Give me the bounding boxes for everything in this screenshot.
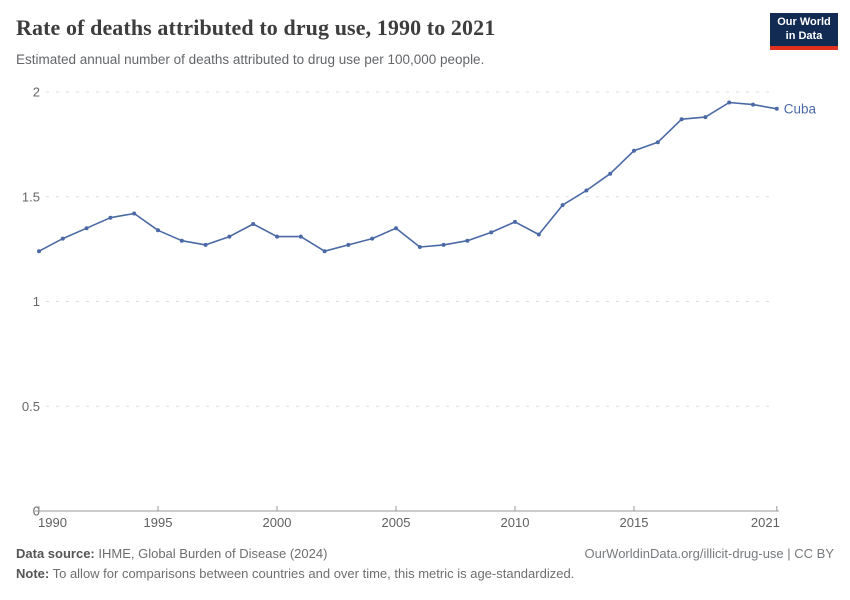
data-point[interactable] [441,242,446,247]
data-point[interactable] [84,226,89,231]
series-label-cuba[interactable]: Cuba [784,101,817,116]
data-point[interactable] [465,238,470,243]
data-point[interactable] [60,236,65,241]
data-point[interactable] [679,117,684,122]
owid-logo-line1: Our World [777,15,831,28]
x-tick-label: 2005 [382,515,411,530]
data-point[interactable] [275,234,279,239]
x-tick-label: 2000 [263,515,292,530]
x-tick-label: 2015 [620,515,649,530]
data-point[interactable] [608,171,613,176]
data-point[interactable] [322,249,327,254]
data-point[interactable] [751,102,755,107]
data-point[interactable] [774,106,779,111]
data-source-text: IHME, Global Burden of Disease (2024) [94,546,328,561]
note-label: Note: [16,566,50,581]
data-point[interactable] [346,242,351,247]
data-point[interactable] [156,228,160,233]
data-point[interactable] [394,226,398,231]
page-title: Rate of deaths attributed to drug use, 1… [16,15,496,40]
data-point[interactable] [489,230,494,235]
x-tick-label: 1990 [38,515,67,530]
data-point[interactable] [370,236,375,241]
chart-subtitle: Estimated annual number of deaths attrib… [16,52,485,67]
x-tick-label: 2021 [751,515,780,530]
data-point[interactable] [632,148,636,153]
data-point[interactable] [727,100,732,105]
chart-note: Note: To allow for comparisons between c… [16,566,574,581]
y-tick-label: 0.5 [22,399,40,414]
data-point[interactable] [560,203,565,208]
data-point[interactable] [37,249,41,254]
data-point[interactable] [513,219,517,224]
y-tick-label: 1 [33,294,40,309]
data-point[interactable] [132,211,137,216]
note-text: To allow for comparisons between countri… [49,566,575,581]
data-source: Data source: IHME, Global Burden of Dise… [16,546,327,561]
data-point[interactable] [227,234,232,239]
owid-url-link[interactable]: OurWorldinData.org/illicit-drug-use | CC… [584,546,835,561]
owid-logo[interactable]: Our World in Data [770,13,838,50]
data-point[interactable] [251,222,256,226]
x-tick-label: 1995 [144,515,173,530]
y-tick-label: 1.5 [22,189,40,204]
data-point[interactable] [584,188,589,193]
data-source-label: Data source: [16,546,95,561]
data-point[interactable] [536,232,541,237]
data-point[interactable] [108,215,113,220]
x-tick-label: 2010 [501,515,530,530]
data-point[interactable] [417,245,422,249]
chart-footer: Data source: IHME, Global Burden of Dise… [16,546,834,581]
data-point[interactable] [298,234,303,239]
y-tick-label: 2 [33,85,40,100]
data-point[interactable] [203,242,208,247]
owid-logo-line2: in Data [785,29,823,42]
data-point[interactable] [179,238,184,243]
series-line-cuba[interactable] [38,101,778,252]
data-point[interactable] [703,115,708,120]
data-point[interactable] [655,140,660,145]
